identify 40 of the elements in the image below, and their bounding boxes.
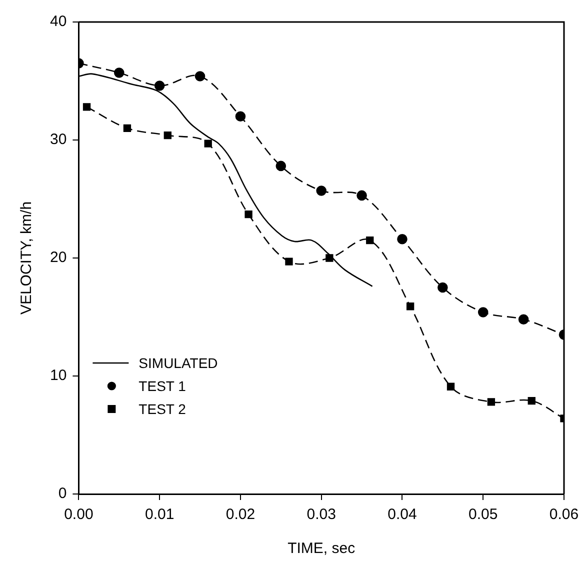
point	[244, 210, 252, 218]
x-tick-label: 0.01	[144, 506, 174, 524]
x-tick-label: 0.06	[549, 506, 579, 524]
point	[204, 140, 212, 148]
legend-label: TEST 1	[138, 378, 186, 394]
x-axis-title: TIME, sec	[288, 540, 356, 558]
point	[518, 314, 529, 325]
point	[82, 103, 91, 111]
point	[406, 302, 414, 310]
point	[366, 236, 374, 244]
x-tick-label: 0.03	[306, 506, 336, 524]
point	[285, 258, 293, 266]
y-tick-label: 30	[50, 131, 67, 148]
x-tick-label: 0.04	[388, 506, 417, 524]
point	[446, 382, 455, 390]
point	[276, 160, 286, 172]
point	[397, 234, 408, 244]
x-tick-label: 0.05	[468, 506, 498, 524]
x-tick-label: 0.02	[226, 506, 256, 524]
y-tick-label: 20	[50, 249, 67, 266]
point	[478, 307, 488, 318]
x-tick-label: 0.00	[64, 506, 94, 524]
y-axis-title: VELOCITY, km/h	[18, 201, 36, 315]
point	[316, 186, 326, 196]
legend-label: SIMULATED	[138, 354, 218, 371]
legend-label: TEST 2	[138, 400, 186, 417]
y-tick-label: 40	[50, 13, 67, 30]
point	[326, 254, 334, 262]
y-tick-label: 10	[50, 367, 67, 384]
point	[114, 68, 124, 78]
point	[154, 80, 165, 91]
point	[123, 124, 132, 132]
point	[194, 71, 206, 82]
y-tick-label: 0	[58, 485, 67, 502]
point	[356, 190, 367, 201]
point	[528, 396, 536, 405]
point	[487, 398, 496, 406]
point	[235, 111, 246, 122]
point	[438, 282, 448, 293]
point	[164, 131, 172, 140]
